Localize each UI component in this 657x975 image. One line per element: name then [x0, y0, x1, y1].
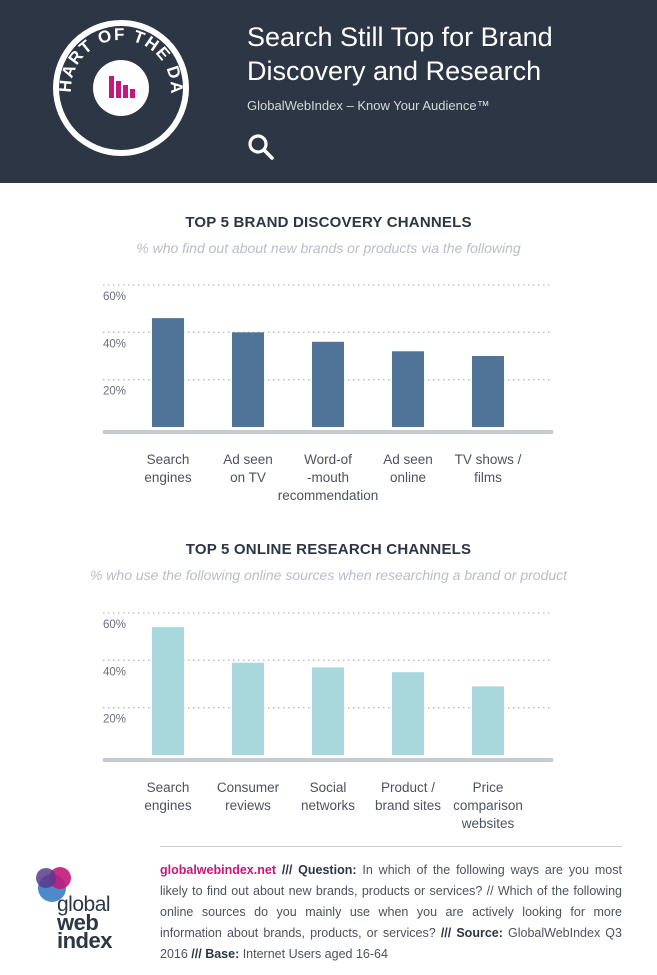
chart1-subtitle: % who find out about new brands or produ… — [136, 240, 521, 256]
y-tick-label: 40% — [103, 338, 126, 350]
category-label: online — [390, 470, 426, 485]
bar — [232, 332, 264, 427]
category-label: networks — [301, 798, 355, 813]
category-label: reviews — [225, 798, 271, 813]
y-tick-label: 40% — [103, 666, 126, 678]
category-label: comparison — [453, 798, 523, 813]
y-tick-label: 20% — [103, 714, 126, 726]
category-label: Search — [147, 780, 190, 795]
page-subtitle: GlobalWebIndex – Know Your Audience™ — [247, 98, 490, 113]
bar — [472, 356, 504, 427]
chart2-title: TOP 5 ONLINE RESEARCH CHANNELS — [185, 541, 472, 558]
title-block: Search Still Top for Brand Discovery and… — [247, 20, 647, 113]
bar — [392, 351, 424, 427]
category-label: Price — [473, 780, 504, 795]
bar — [392, 672, 424, 755]
globalwebindex-logo-mark — [36, 867, 71, 902]
page-title: Search Still Top for Brand Discovery and… — [247, 22, 553, 86]
bar — [232, 662, 264, 755]
category-label: brand sites — [375, 798, 441, 813]
chart1-title: TOP 5 BRAND DISCOVERY CHANNELS — [185, 214, 472, 231]
site-link[interactable]: globalwebindex.net — [160, 863, 276, 877]
category-label: engines — [144, 798, 192, 813]
category-label: on TV — [230, 470, 266, 485]
bar — [312, 341, 344, 427]
y-tick-label: 60% — [103, 291, 126, 303]
chart-of-the-day-badge: CHART OF THE DAY 16th NOVEMBER 2016 — [50, 17, 189, 156]
category-label: Ad seen — [223, 452, 273, 467]
chart2-subtitle: % who use the following online sources w… — [89, 567, 568, 583]
category-label: Consumer — [217, 780, 280, 795]
bar — [312, 667, 344, 755]
x-axis-line — [103, 430, 553, 434]
bar-chart-icon — [109, 76, 135, 98]
category-label: Social — [310, 780, 347, 795]
research-bar-chart: 20% 40% 60% Search engines Consumer reviews Soc… — [103, 612, 553, 831]
x-axis-line — [103, 758, 553, 762]
y-tick-label: 20% — [103, 386, 126, 398]
category-label: films — [474, 470, 502, 485]
header: CHART OF THE DAY 16th NOVEMBER 2016 Sear… — [0, 0, 657, 183]
category-label: TV shows / — [455, 452, 522, 467]
bar — [152, 627, 184, 755]
search-icon — [248, 134, 274, 160]
category-label: Ad seen — [383, 452, 433, 467]
category-label: Word-of — [304, 452, 352, 467]
badge-date-line2: 2016 — [110, 135, 133, 146]
category-label: recommendation — [278, 488, 379, 503]
category-label: Search — [147, 452, 190, 467]
category-label: websites — [461, 816, 515, 831]
category-label: engines — [144, 470, 192, 485]
bar — [152, 318, 184, 427]
category-label: -mouth — [307, 470, 349, 485]
bar — [472, 686, 504, 755]
badge-date-line1: 16th NOVEMBER — [82, 123, 160, 134]
discovery-bar-chart: 20% 40% 60% Search engines Ad seen on TV Word-o… — [103, 284, 553, 503]
y-tick-label: 60% — [103, 619, 126, 631]
footer-divider — [160, 846, 622, 847]
footnote: globalwebindex.net /// Question: In whic… — [160, 863, 622, 961]
globalwebindex-logo-text: global web index — [57, 893, 112, 953]
category-label: Product / — [381, 780, 435, 795]
